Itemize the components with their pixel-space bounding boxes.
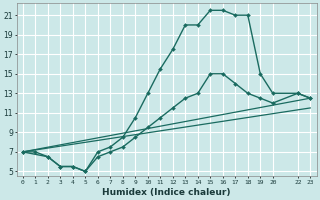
X-axis label: Humidex (Indice chaleur): Humidex (Indice chaleur) [102,188,231,197]
